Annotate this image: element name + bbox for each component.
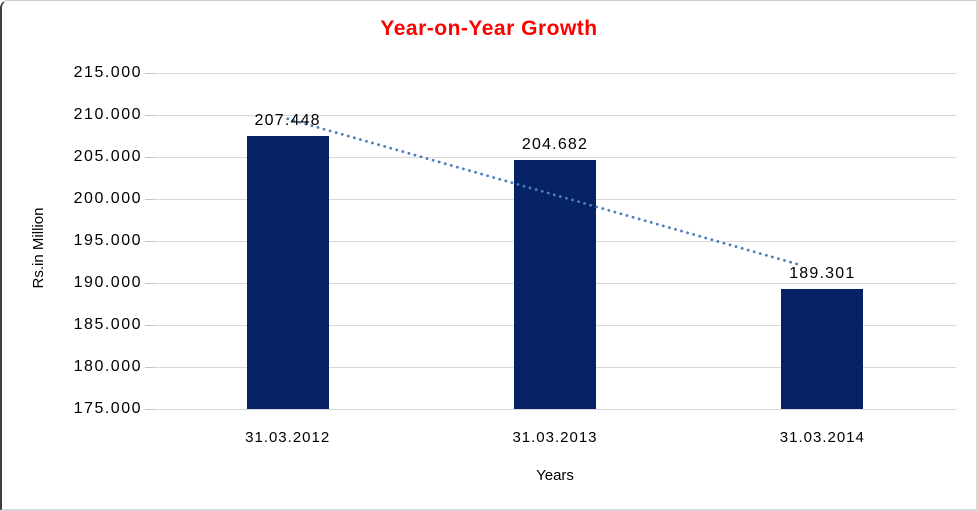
y-axis-title: Rs.in Million [30,207,47,289]
gridline [154,115,956,116]
y-axis-tick-mark [145,73,154,74]
chart-title: Year-on-Year Growth [380,17,598,40]
x-tick-label: 31.03.2014 [779,429,865,446]
y-axis-tick-mark [145,367,154,368]
x-tick-label: 31.03.2012 [245,429,331,446]
y-tick-label: 205.000 [73,148,142,165]
y-axis-tick-mark [145,199,154,200]
bar-data-label: 207.448 [254,112,321,130]
gridline [154,157,956,158]
y-axis-tick-mark [145,283,154,284]
x-axis-title: Years [536,467,574,484]
gridline [154,73,956,74]
y-axis-tick-mark [145,241,154,242]
bar-data-label: 204.682 [521,135,589,153]
y-axis-tick-mark [145,409,154,410]
y-tick-label: 175.000 [73,400,142,417]
bar [781,288,864,409]
gridline [154,409,956,410]
y-tick-label: 190.000 [73,274,142,291]
y-tick-label: 215.000 [73,64,142,81]
y-axis-tick-mark [145,115,154,116]
y-tick-label: 195.000 [73,232,142,249]
y-tick-label: 200.000 [73,190,142,207]
y-tick-label: 180.000 [73,358,142,375]
bar-data-label: 189.301 [789,264,856,282]
y-tick-label: 185.000 [73,316,142,333]
y-axis-tick-mark [145,325,154,326]
plot-area [154,73,956,410]
x-tick-label: 31.03.2013 [512,429,598,446]
bar [514,159,596,409]
y-tick-label: 210.000 [73,106,142,123]
bar [246,136,329,409]
y-axis-tick-mark [145,157,154,158]
trendline [286,117,800,266]
